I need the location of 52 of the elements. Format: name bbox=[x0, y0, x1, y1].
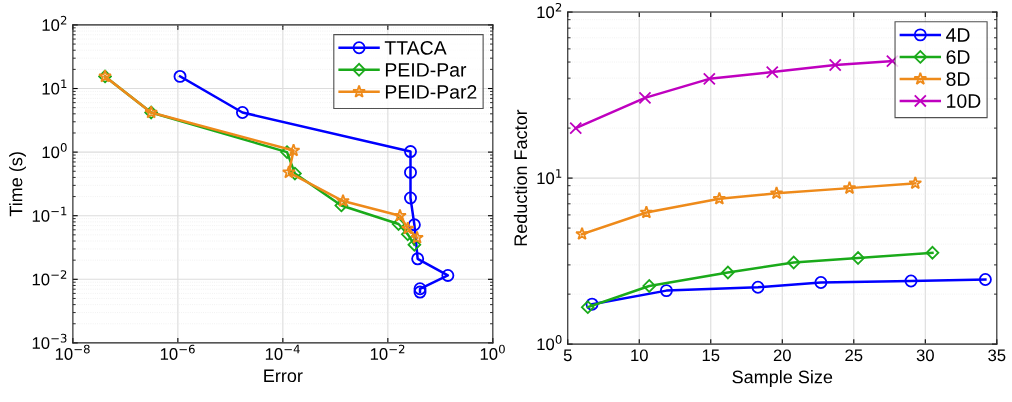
y-tick-label: 10$^{−1}$ bbox=[32, 206, 67, 222]
x-tick-label: 30 bbox=[916, 349, 934, 362]
point bbox=[569, 121, 583, 135]
x-axis-title: Error bbox=[264, 369, 303, 383]
point bbox=[721, 265, 735, 280]
point bbox=[904, 274, 918, 288]
x-tick-label: 10$^{−4}$ bbox=[265, 344, 300, 360]
point bbox=[585, 297, 599, 311]
y-tick-label: 10$^{1}$ bbox=[537, 169, 562, 185]
x-tick-label: 10$^{0}$ bbox=[480, 344, 505, 360]
point bbox=[978, 273, 992, 286]
point bbox=[769, 186, 784, 200]
y-axis-title: Reduction Factor bbox=[513, 109, 528, 246]
x-axis-title: Sample Size bbox=[732, 370, 833, 387]
x-tick-label: 15 bbox=[702, 349, 720, 362]
legend-label: 8D bbox=[946, 72, 970, 86]
point bbox=[908, 176, 923, 190]
legend-label: 6D bbox=[946, 50, 970, 64]
point bbox=[842, 180, 857, 195]
point bbox=[580, 300, 595, 314]
point bbox=[659, 284, 673, 298]
y-tick-label: 10$^{0}$ bbox=[42, 142, 67, 159]
x-tick-label: 10$^{−6}$ bbox=[160, 344, 195, 360]
point bbox=[851, 251, 865, 265]
y-axis-title: Time (s) bbox=[9, 152, 26, 217]
point bbox=[814, 276, 828, 289]
y-tick-label: 10$^{−2}$ bbox=[32, 270, 67, 286]
legend-label: 10D bbox=[947, 94, 981, 108]
y-tick-label: 10$^{1}$ bbox=[42, 79, 67, 95]
point bbox=[712, 191, 727, 205]
point bbox=[702, 72, 716, 86]
legend-label: TTACA bbox=[384, 40, 447, 55]
x-tick-label: 10$^{−2}$ bbox=[370, 344, 405, 360]
point bbox=[786, 255, 801, 270]
point bbox=[575, 226, 589, 241]
point bbox=[751, 280, 765, 294]
x-tick-label: 5 bbox=[563, 349, 572, 362]
y-tick-label: 10$^{2}$ bbox=[537, 2, 562, 19]
point bbox=[925, 245, 940, 260]
point bbox=[765, 65, 779, 79]
y-tick-label: 10$^{2}$ bbox=[42, 15, 67, 31]
point bbox=[638, 91, 652, 105]
point bbox=[642, 279, 657, 293]
legend-label: PEID-Par bbox=[385, 63, 467, 77]
legend-label: 4D bbox=[946, 28, 970, 42]
point bbox=[639, 205, 654, 219]
x-tick-label: 35 bbox=[988, 349, 1006, 362]
legend-label: PEID-Par2 bbox=[385, 85, 477, 99]
point bbox=[828, 58, 842, 72]
x-tick-label: 20 bbox=[773, 349, 791, 362]
x-tick-label: 25 bbox=[845, 349, 863, 362]
x-tick-label: 10 bbox=[631, 349, 648, 362]
